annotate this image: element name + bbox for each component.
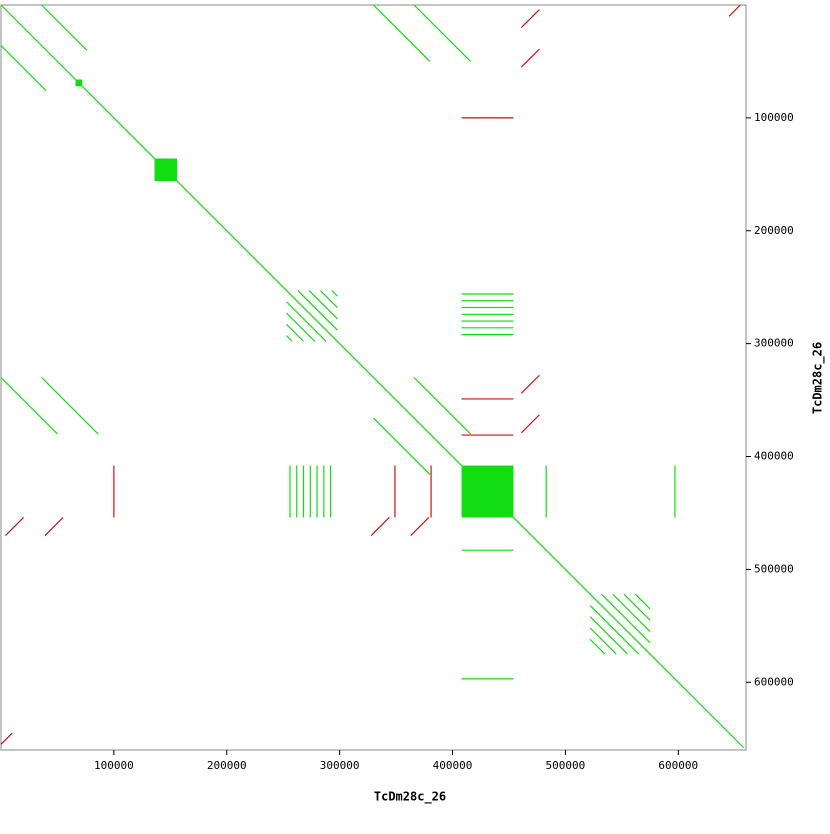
match-segment: [728, 4, 741, 17]
y-axis-label: TcDm28c_26: [811, 342, 826, 414]
match-segment: [0, 732, 13, 745]
match-segment: [520, 414, 540, 434]
match-segment: [520, 48, 540, 68]
match-segment: [601, 593, 651, 644]
match-segment: [520, 9, 540, 29]
match-segment: [308, 290, 338, 320]
match-segment: [0, 377, 58, 435]
match-segment: [634, 593, 651, 610]
match-segment: [520, 374, 540, 394]
match-segment: [41, 377, 99, 435]
y-tick-label: 200000: [754, 224, 794, 237]
match-segment: [286, 324, 304, 342]
match-segment: [370, 517, 390, 536]
match-segment: [0, 4, 745, 749]
match-segment: [589, 605, 640, 655]
y-tick-label: 500000: [754, 562, 794, 575]
match-segment: [286, 312, 316, 342]
match-segment: [286, 301, 327, 342]
x-tick-label: 600000: [658, 759, 698, 772]
match-segment: [589, 616, 628, 655]
match-segment: [373, 417, 431, 476]
match-segment: [297, 290, 338, 331]
y-tick-label: 400000: [754, 450, 794, 463]
match-segment: [44, 517, 64, 536]
match-segment: [331, 290, 338, 297]
match-segment: [320, 290, 338, 308]
x-axis-label: TcDm28c_26: [374, 790, 446, 805]
match-segment: [5, 517, 25, 536]
match-segment: [413, 377, 472, 435]
y-tick-label: 300000: [754, 337, 794, 350]
match-segment: [589, 638, 606, 655]
match-segment: [373, 4, 431, 62]
y-tick-label: 600000: [754, 675, 794, 688]
match-segment: [286, 335, 293, 342]
match-segment: [612, 593, 651, 632]
match-segment: [410, 517, 430, 536]
x-tick-label: 200000: [207, 759, 247, 772]
x-tick-label: 500000: [546, 759, 586, 772]
match-segment: [41, 4, 88, 51]
x-tick-label: 400000: [433, 759, 473, 772]
x-tick-label: 100000: [94, 759, 134, 772]
match-segment: [0, 45, 47, 92]
y-tick-label: 100000: [754, 111, 794, 124]
match-segment: [413, 4, 472, 62]
match-segment: [589, 627, 617, 655]
match-segment: [623, 593, 651, 621]
x-tick-label: 300000: [320, 759, 360, 772]
